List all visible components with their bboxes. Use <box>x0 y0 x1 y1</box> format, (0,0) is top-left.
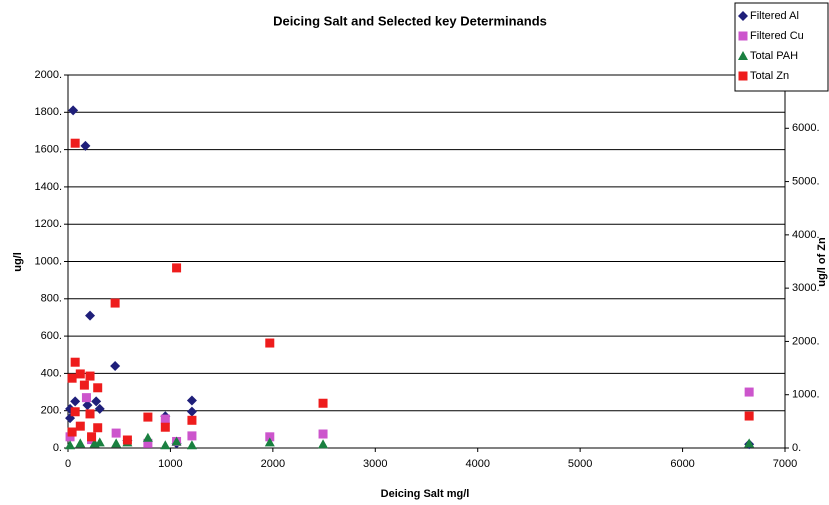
y2-tick-label: 5000. <box>792 175 820 187</box>
point <box>160 440 171 450</box>
point <box>82 400 93 411</box>
point <box>264 437 275 447</box>
x-tick-label: 6000 <box>670 458 694 470</box>
y-tick-label: 600. <box>41 330 62 342</box>
point <box>172 263 182 273</box>
point <box>187 415 197 425</box>
point <box>187 431 197 441</box>
point <box>85 310 96 321</box>
y-tick-label: 1200. <box>34 218 62 230</box>
x-tick-label: 5000 <box>568 458 592 470</box>
point <box>265 432 275 442</box>
x-axis-label: Deicing Salt mg/l <box>381 488 470 500</box>
legend-label: Total PAH <box>750 50 798 62</box>
point <box>110 360 121 371</box>
point <box>318 429 328 439</box>
point <box>265 338 275 348</box>
point <box>143 412 153 422</box>
point <box>744 438 755 448</box>
point <box>122 435 132 445</box>
point <box>65 432 75 442</box>
point <box>186 406 197 417</box>
x-tick-label: 7000 <box>773 458 797 470</box>
point <box>186 395 197 406</box>
legend-marker <box>738 31 748 41</box>
series <box>67 138 754 445</box>
y-tick-label: 400. <box>41 367 62 379</box>
legend-box <box>734 2 829 92</box>
point <box>67 427 77 437</box>
y-tick-label: 1400. <box>34 181 62 193</box>
x-tick-label: 1000 <box>158 458 182 470</box>
point <box>65 440 76 450</box>
legend-label: Total Zn <box>750 70 789 82</box>
point <box>318 439 329 449</box>
legend: Filtered Al Filtered Cu Total PAH Total Zn <box>734 2 829 92</box>
y-axis-label: ug/l <box>12 252 24 272</box>
y2-tick-label: 2000. <box>792 335 820 347</box>
y-tick-label: 2000. <box>34 69 62 81</box>
legend-marker <box>738 51 748 60</box>
y-tick-label: 800. <box>41 293 62 305</box>
y2-tick-label: 0. <box>792 442 801 454</box>
y2-tick-label: 6000. <box>792 122 820 134</box>
point <box>111 428 121 438</box>
legend-label: Filtered Cu <box>750 30 804 42</box>
point <box>70 357 80 367</box>
x-tick-label: 4000 <box>465 458 489 470</box>
legend-marker <box>738 71 748 81</box>
point <box>744 387 754 397</box>
point <box>87 432 97 442</box>
point <box>110 298 120 308</box>
point <box>160 414 170 424</box>
point <box>75 438 86 448</box>
x-tick-label: 2000 <box>261 458 285 470</box>
point <box>67 373 77 383</box>
y-tick-label: 1800. <box>34 106 62 118</box>
point <box>80 140 91 151</box>
point <box>93 423 103 433</box>
legend-marker <box>738 11 748 21</box>
point <box>79 380 89 390</box>
point <box>85 371 95 381</box>
point <box>75 369 85 379</box>
point <box>111 438 122 448</box>
point <box>94 437 105 447</box>
x-tick-label: 0 <box>65 458 71 470</box>
y2-tick-label: 3000. <box>792 282 820 294</box>
y2-tick-label: 4000. <box>792 229 820 241</box>
y2-axis-label: ug/l of Zn <box>816 237 828 287</box>
point <box>70 138 80 148</box>
point <box>70 407 80 417</box>
point <box>81 393 91 403</box>
y-tick-label: 1600. <box>34 144 62 156</box>
point <box>160 422 170 432</box>
x-tick-label: 3000 <box>363 458 387 470</box>
point <box>186 440 197 450</box>
y-tick-label: 0. <box>53 442 62 454</box>
y-tick-label: 200. <box>41 405 62 417</box>
point <box>85 409 95 419</box>
y2-tick-label: 1000. <box>792 389 820 401</box>
point <box>142 432 153 442</box>
point <box>68 105 79 116</box>
legend-label: Filtered Al <box>750 10 799 22</box>
point <box>93 383 103 393</box>
point <box>143 438 153 448</box>
point <box>75 421 85 431</box>
y-tick-label: 1000. <box>34 255 62 267</box>
point <box>318 398 328 408</box>
point <box>91 396 102 407</box>
point <box>171 436 182 446</box>
point <box>744 411 754 421</box>
point <box>94 403 105 414</box>
chart-title: Deicing Salt and Selected key Determinan… <box>273 13 547 28</box>
point <box>70 396 81 407</box>
series <box>65 432 755 450</box>
